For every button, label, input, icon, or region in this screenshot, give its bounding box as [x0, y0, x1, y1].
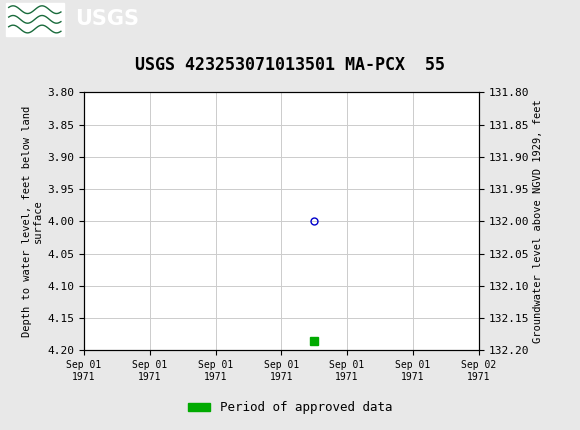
Y-axis label: Groundwater level above NGVD 1929, feet: Groundwater level above NGVD 1929, feet	[533, 100, 543, 343]
Bar	[310, 337, 318, 344]
Text: USGS 423253071013501 MA-PCX  55: USGS 423253071013501 MA-PCX 55	[135, 56, 445, 74]
Y-axis label: Depth to water level, feet below land
surface: Depth to water level, feet below land su…	[21, 106, 44, 337]
Text: USGS: USGS	[75, 9, 139, 29]
Bar	[6, 3, 64, 36]
Legend: Period of approved data: Period of approved data	[183, 396, 397, 419]
